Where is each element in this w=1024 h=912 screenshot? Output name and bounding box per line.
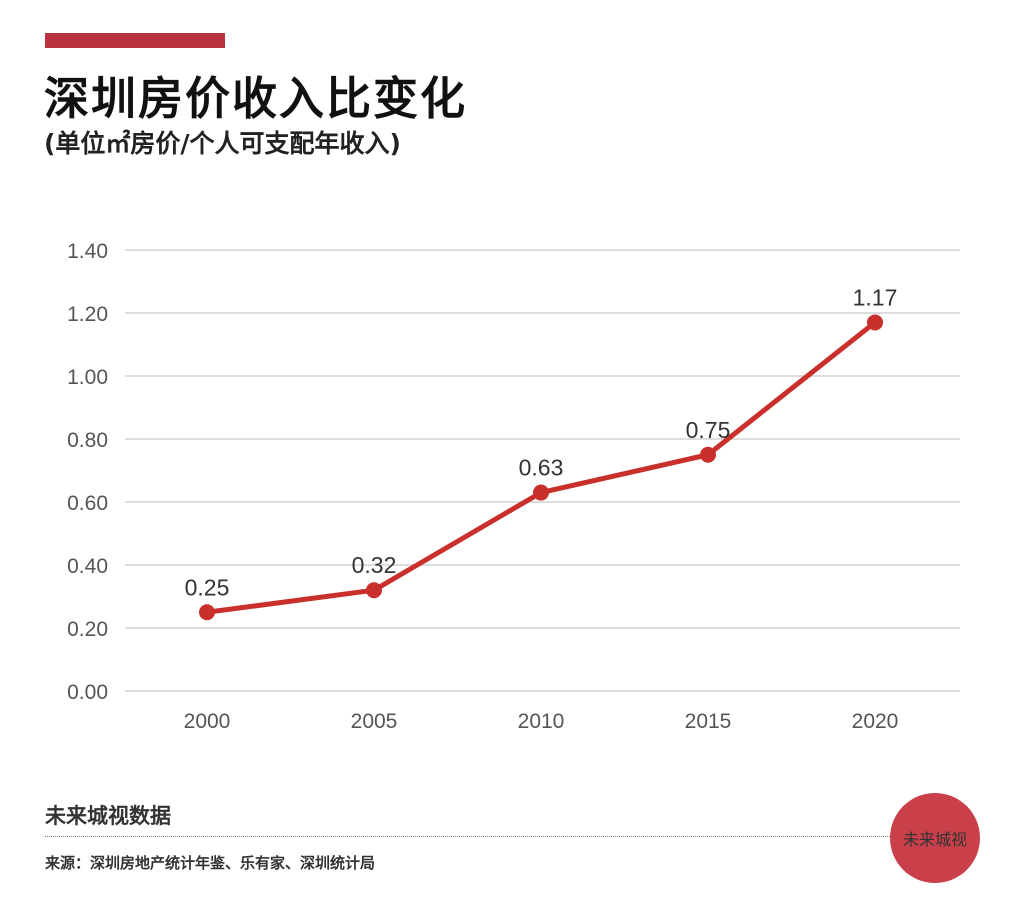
y-tick-label: 0.60 (67, 492, 108, 515)
data-point (533, 484, 549, 501)
y-tick-label: 0.40 (67, 555, 108, 578)
page-title: 深圳房价收入比变化 (44, 72, 468, 125)
data-point (366, 582, 382, 599)
data-point (199, 604, 215, 621)
source-text: 来源：深圳房地产统计年鉴、乐有家、深圳统计局 (45, 854, 376, 872)
logo-text: 未来城视 (902, 830, 967, 849)
y-tick-label: 1.00 (67, 366, 108, 389)
brand-label: 未来城视数据 (45, 804, 171, 828)
data-point (700, 446, 716, 463)
x-tick-label: 2010 (518, 710, 565, 733)
y-tick-label: 1.40 (67, 240, 108, 263)
accent-bar (45, 33, 225, 48)
x-tick-label: 2015 (685, 710, 732, 733)
y-tick-label: 0.20 (67, 618, 108, 641)
x-tick-label: 2020 (852, 710, 899, 733)
y-tick-label: 0.00 (67, 681, 108, 704)
divider (45, 836, 890, 837)
brand-logo: 未来城视 (890, 793, 980, 883)
data-label: 0.32 (352, 552, 397, 578)
data-label: 0.25 (185, 574, 230, 600)
data-point (867, 314, 883, 331)
data-label: 0.75 (686, 417, 731, 443)
x-tick-label: 2005 (351, 710, 398, 733)
data-label: 0.63 (519, 455, 564, 481)
line-chart: 0.00 0.20 0.40 0.60 0.80 1.00 1.20 1.40 2000 2005… (67, 240, 960, 733)
chart-subtitle: (单位㎡房价/个人可支配年收入) (44, 129, 401, 158)
data-label: 1.17 (853, 284, 898, 310)
y-tick-label: 0.80 (67, 429, 108, 452)
y-tick-label: 1.20 (67, 303, 108, 326)
x-tick-label: 2000 (184, 710, 231, 733)
